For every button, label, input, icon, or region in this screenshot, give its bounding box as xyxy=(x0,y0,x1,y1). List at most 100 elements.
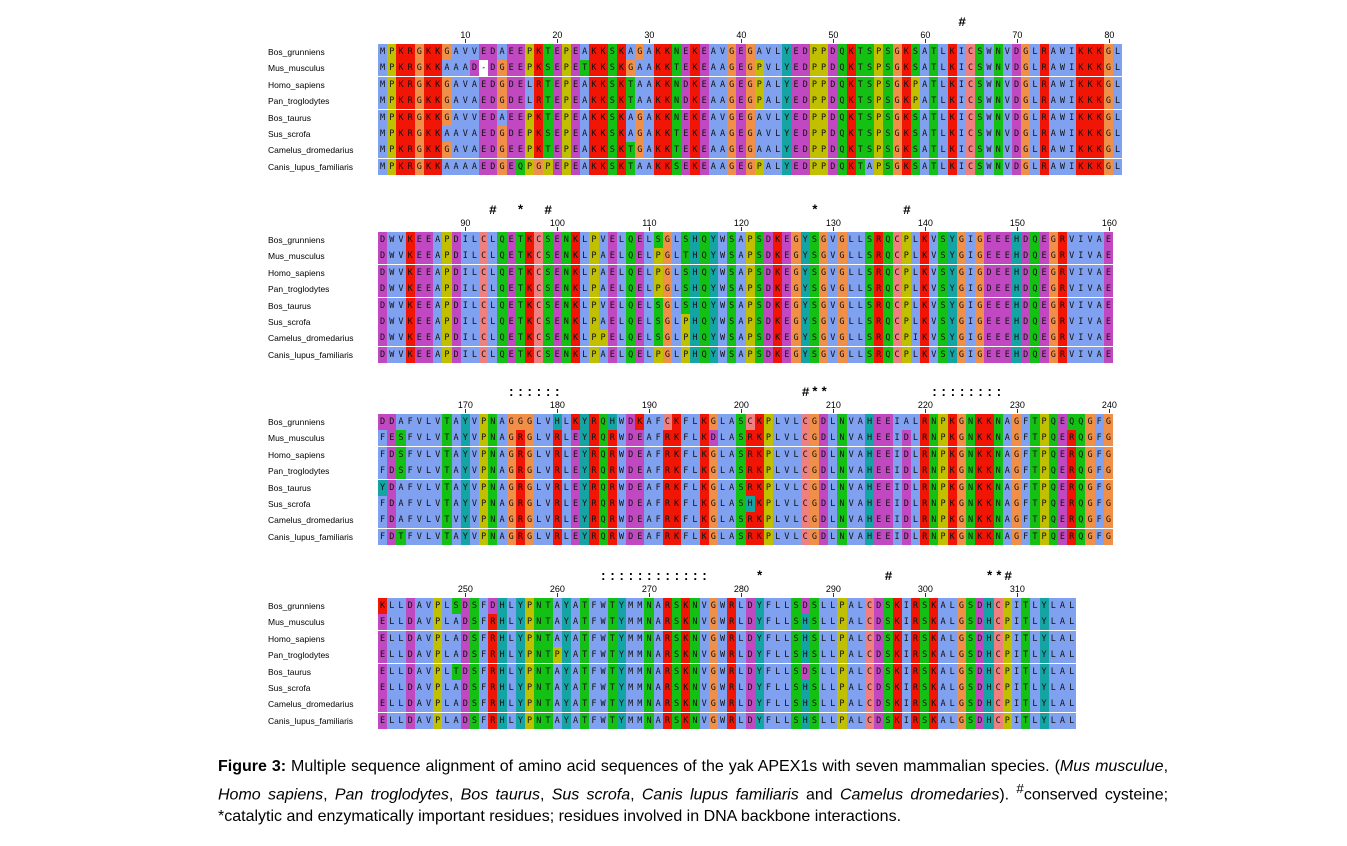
residue-cell: G xyxy=(956,647,966,664)
residue-cell: A xyxy=(570,598,581,614)
scale-number: 250 xyxy=(457,584,473,594)
residue-cell: A xyxy=(414,598,424,614)
residue-cell: D xyxy=(506,126,516,142)
residue-cell: G xyxy=(506,463,516,480)
species-name: Canis lupus familiaris xyxy=(641,786,799,804)
residue-cell: L xyxy=(396,663,406,680)
sequence-row: Sus_scrofa D W V K E E A P D I L C L Q E T K C S E N K L P A E L Q E L… xyxy=(0,314,1347,330)
residue-cell: S xyxy=(653,232,663,248)
species-name: Bos taurus xyxy=(460,786,540,804)
residue-cell: D xyxy=(506,76,516,93)
residue-cell: P xyxy=(809,158,819,175)
residue-cell: S xyxy=(396,463,406,480)
residue-cell: P xyxy=(837,647,847,664)
residue-cell: L xyxy=(396,598,406,614)
residue-cell: G xyxy=(1085,496,1095,512)
residue-cell: F xyxy=(763,696,774,713)
residue-cell: G xyxy=(1085,528,1095,545)
residue-cell: M xyxy=(635,663,645,680)
residue-cell: Y xyxy=(460,430,470,447)
residue-cell: N xyxy=(837,479,847,496)
residue-cell: K xyxy=(662,76,672,93)
residue-cell: V xyxy=(1067,330,1077,347)
residue-cell: K xyxy=(525,297,535,314)
residue-cell: Q xyxy=(626,314,636,330)
residue-cell: K xyxy=(947,528,957,545)
residue-cell: L xyxy=(782,647,792,664)
residue-cell: D xyxy=(1021,264,1031,281)
residue-cell: S xyxy=(809,330,819,347)
residue-cell: G xyxy=(662,232,672,248)
residue-cell: A xyxy=(626,44,636,60)
residue-cell: P xyxy=(837,663,847,680)
residue-cell: H xyxy=(552,414,562,430)
residue-cell: G xyxy=(1103,44,1113,60)
residue-cell: A xyxy=(451,142,461,159)
residue-cell: R xyxy=(1067,528,1077,545)
residue-cell: P xyxy=(819,44,829,60)
residue-cell: K xyxy=(901,142,911,159)
residue-cell: A xyxy=(497,463,507,480)
residue-cell: K xyxy=(773,297,783,314)
conservation-marks: # * # * # xyxy=(0,204,1347,218)
residue-cell: C xyxy=(966,76,976,93)
residue-cell: L xyxy=(773,663,783,680)
residue-cell: Y xyxy=(580,446,590,463)
residue-cell: T xyxy=(580,614,590,631)
residue-cell: F xyxy=(405,446,415,463)
residue-cell: Q xyxy=(598,446,608,463)
residue-cell: V xyxy=(699,647,709,664)
residue-cell: G xyxy=(727,142,737,159)
residue-cell: R xyxy=(727,712,737,729)
residue-cell: H xyxy=(497,598,507,614)
residue-cell: E xyxy=(414,281,424,298)
residue-cell: E xyxy=(570,158,581,175)
residue-cell: V xyxy=(414,414,424,430)
residue-cell: Q xyxy=(883,281,893,298)
residue-cell: S xyxy=(727,330,737,347)
residue-cell: R xyxy=(607,463,617,480)
residue-cell: R xyxy=(589,496,599,512)
residue-cell: T xyxy=(855,93,865,110)
residue-mark: # xyxy=(958,15,966,30)
residue-cell: A xyxy=(653,663,663,680)
residue-cell: G xyxy=(809,463,819,480)
residue-cell: Q xyxy=(497,232,507,248)
residue-cell: L xyxy=(580,330,590,347)
residue-cell: V xyxy=(1067,314,1077,330)
residue-cell: R xyxy=(910,598,921,614)
residue-cell: T xyxy=(442,446,452,463)
residue-cell: L xyxy=(828,680,838,696)
residue-cell: W xyxy=(1057,158,1068,175)
residue-cell: H xyxy=(690,297,700,314)
residue-cell: S xyxy=(938,264,948,281)
residue-cell: C xyxy=(966,109,976,126)
residue-cell: V xyxy=(469,446,480,463)
residue-cell: L xyxy=(387,712,397,729)
residue-cell: W xyxy=(598,696,608,713)
residue-cell: K xyxy=(947,496,957,512)
residue-cell: N xyxy=(929,430,939,447)
residue-cell: A xyxy=(1048,109,1058,126)
residue-cell: N xyxy=(690,712,700,729)
residue-cell: N xyxy=(993,496,1003,512)
residue-cell: K xyxy=(662,142,672,159)
residue-cell: T xyxy=(1021,680,1031,696)
residue-cell: Q xyxy=(497,297,507,314)
residue-cell: A xyxy=(644,414,654,430)
residue-cell: G xyxy=(956,512,966,529)
residue-cell: E xyxy=(1057,479,1068,496)
residue-cell: L xyxy=(855,647,865,664)
residue-cell: P xyxy=(653,264,663,281)
residue-cell: A xyxy=(451,446,461,463)
residue-cell: M xyxy=(626,680,636,696)
residue-cell: V xyxy=(543,528,553,545)
residue-cell: K xyxy=(846,158,856,175)
residue-cell: K xyxy=(570,281,581,298)
residue-cell: K xyxy=(423,76,434,93)
residue-cell: R xyxy=(745,463,755,480)
residue-cell: Q xyxy=(699,346,709,363)
residue-cell: T xyxy=(607,663,617,680)
residue-cell: N xyxy=(534,630,544,647)
